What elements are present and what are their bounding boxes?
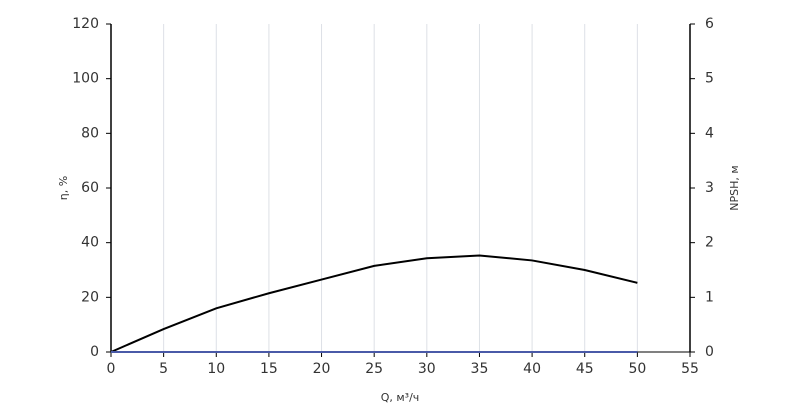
y2-tick-label: 5: [705, 71, 714, 87]
x-tick-label: 10: [207, 361, 225, 377]
y-tick-label: 80: [81, 125, 99, 141]
x-tick-label: 35: [471, 361, 489, 377]
x-tick-label: 50: [628, 361, 646, 377]
x-tick-label: 5: [159, 361, 168, 377]
y2-tick-label: 4: [705, 125, 714, 141]
x-tick-label: 20: [313, 361, 331, 377]
y-tick-label: 60: [81, 180, 99, 196]
y2-tick-label: 1: [705, 289, 714, 305]
y2-tick-label: 2: [705, 235, 714, 251]
y-tick-label: 0: [90, 344, 99, 360]
x-tick-label: 55: [681, 361, 699, 377]
x-tick-label: 30: [418, 361, 436, 377]
y2-axis-label: NPSH, м: [728, 165, 741, 210]
y-axis-label: η, %: [57, 176, 70, 200]
y2-tick-label: 6: [705, 16, 714, 32]
x-tick-label: 40: [523, 361, 541, 377]
x-tick-label: 0: [107, 361, 116, 377]
x-tick-label: 45: [576, 361, 594, 377]
x-axis-label: Q, м³/ч: [381, 391, 420, 404]
y-tick-label: 120: [72, 16, 99, 32]
x-tick-label: 25: [365, 361, 383, 377]
y-tick-label: 100: [72, 71, 99, 87]
y2-tick-label: 0: [705, 344, 714, 360]
y2-tick-label: 3: [705, 180, 714, 196]
x-tick-label: 15: [260, 361, 278, 377]
y-tick-label: 20: [81, 289, 99, 305]
y-tick-label: 40: [81, 235, 99, 251]
series-line: [110, 254, 638, 353]
